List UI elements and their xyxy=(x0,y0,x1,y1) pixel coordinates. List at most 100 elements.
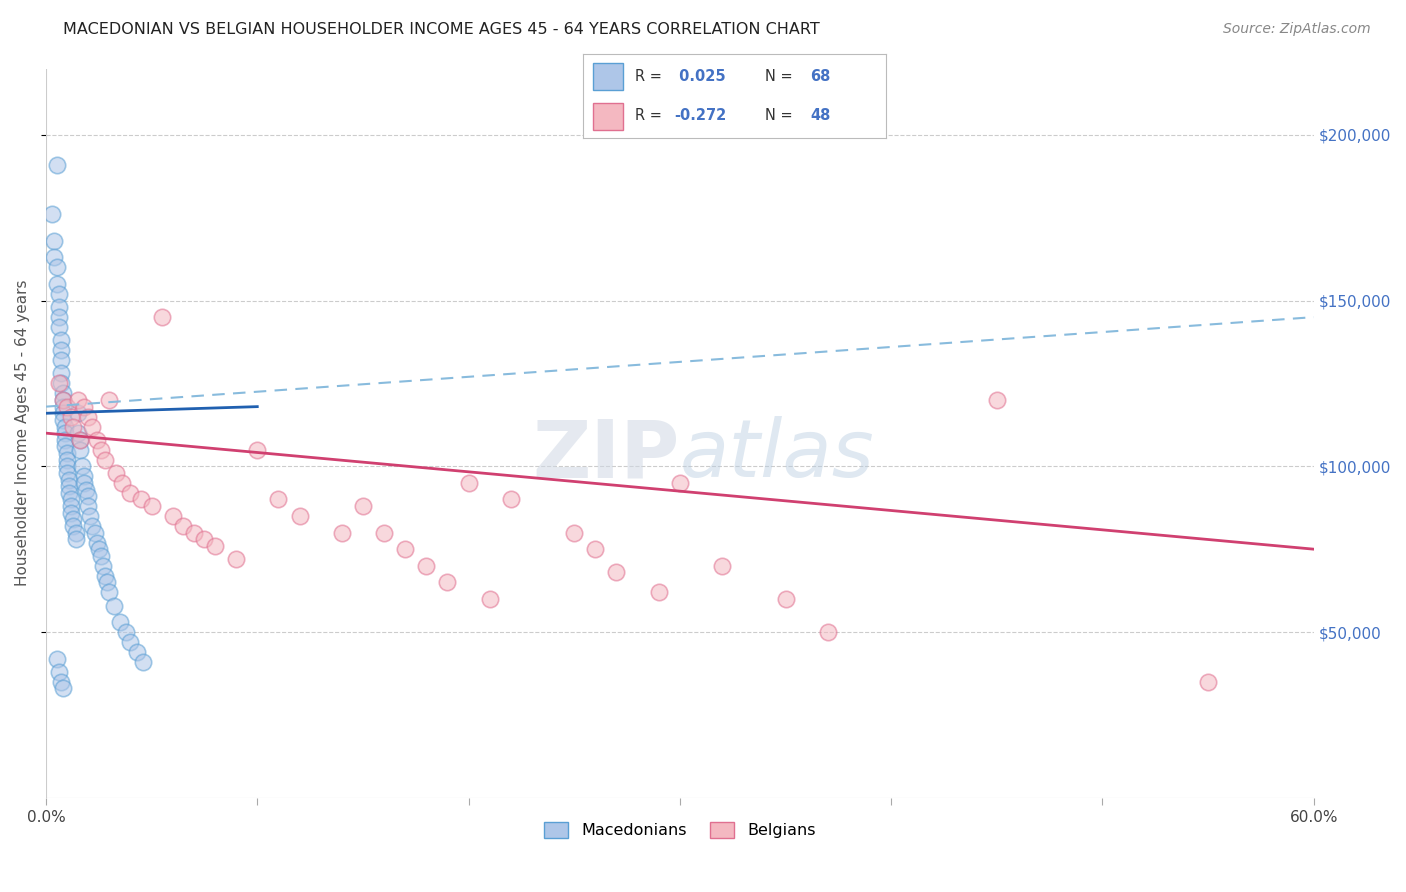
Point xyxy=(65,525,87,540)
Point xyxy=(415,558,437,573)
Point xyxy=(56,466,79,480)
Bar xyxy=(592,103,623,130)
Point xyxy=(150,310,173,325)
Text: R =: R = xyxy=(636,69,666,84)
Point xyxy=(129,492,152,507)
Point xyxy=(48,287,70,301)
Point xyxy=(60,409,83,424)
Text: 68: 68 xyxy=(810,69,831,84)
Point xyxy=(58,473,80,487)
Point xyxy=(73,400,96,414)
Y-axis label: Householder Income Ages 45 - 64 years: Householder Income Ages 45 - 64 years xyxy=(15,280,30,586)
Point xyxy=(583,542,606,557)
Point xyxy=(56,446,79,460)
Point xyxy=(56,452,79,467)
Point xyxy=(669,475,692,490)
Point xyxy=(83,525,105,540)
Point xyxy=(48,376,70,391)
Point xyxy=(98,392,121,407)
Point xyxy=(172,519,194,533)
Point xyxy=(605,566,627,580)
Point xyxy=(66,426,89,441)
Text: R =: R = xyxy=(636,108,666,123)
Point xyxy=(193,533,215,547)
Point xyxy=(478,591,501,606)
Point xyxy=(49,367,72,381)
Point xyxy=(94,452,117,467)
Point xyxy=(115,625,138,640)
Point xyxy=(52,413,75,427)
Point xyxy=(125,645,148,659)
Point xyxy=(66,406,89,420)
Text: -0.272: -0.272 xyxy=(675,108,727,123)
Point xyxy=(48,310,70,325)
Point xyxy=(111,475,134,490)
Point xyxy=(45,260,67,275)
Point xyxy=(44,234,66,248)
Point xyxy=(53,439,76,453)
Point xyxy=(330,525,353,540)
Point xyxy=(183,525,205,540)
Point xyxy=(56,459,79,474)
Text: 48: 48 xyxy=(810,108,831,123)
Point xyxy=(141,499,163,513)
Point xyxy=(45,158,67,172)
Point xyxy=(91,558,114,573)
Point xyxy=(204,539,226,553)
Point xyxy=(62,519,84,533)
Point xyxy=(53,419,76,434)
Point xyxy=(82,519,104,533)
Point xyxy=(288,509,311,524)
Point xyxy=(69,442,91,457)
Point xyxy=(45,651,67,665)
Point xyxy=(77,409,100,424)
Point xyxy=(986,392,1008,407)
Text: Source: ZipAtlas.com: Source: ZipAtlas.com xyxy=(1223,22,1371,37)
Text: atlas: atlas xyxy=(681,416,875,494)
Point xyxy=(60,506,83,520)
Point xyxy=(648,585,671,599)
Point xyxy=(58,485,80,500)
Point xyxy=(86,535,108,549)
Point xyxy=(49,353,72,368)
Point xyxy=(132,655,155,669)
Point xyxy=(73,475,96,490)
Point xyxy=(108,615,131,629)
Point xyxy=(775,591,797,606)
Text: 0.025: 0.025 xyxy=(675,69,725,84)
Point xyxy=(120,485,142,500)
Point xyxy=(49,674,72,689)
Point xyxy=(48,300,70,314)
Point xyxy=(96,575,118,590)
Point xyxy=(373,525,395,540)
Point xyxy=(62,419,84,434)
Point xyxy=(436,575,458,590)
Point xyxy=(90,549,112,563)
Point xyxy=(86,433,108,447)
Point xyxy=(162,509,184,524)
Text: ZIP: ZIP xyxy=(533,416,681,494)
Point xyxy=(817,625,839,640)
Point xyxy=(77,499,100,513)
Point xyxy=(48,320,70,334)
Point xyxy=(82,419,104,434)
Point xyxy=(120,635,142,649)
Point xyxy=(103,599,125,613)
Point xyxy=(52,392,75,407)
Point xyxy=(66,392,89,407)
Point xyxy=(52,406,75,420)
Text: MACEDONIAN VS BELGIAN HOUSEHOLDER INCOME AGES 45 - 64 YEARS CORRELATION CHART: MACEDONIAN VS BELGIAN HOUSEHOLDER INCOME… xyxy=(63,22,820,37)
Point xyxy=(60,499,83,513)
Point xyxy=(49,376,72,391)
Point xyxy=(711,558,734,573)
Point xyxy=(104,466,127,480)
Point xyxy=(267,492,290,507)
Text: N =: N = xyxy=(765,69,797,84)
Point xyxy=(394,542,416,557)
Point xyxy=(225,552,247,566)
Point xyxy=(53,426,76,441)
Point xyxy=(246,442,269,457)
Point xyxy=(65,533,87,547)
Point xyxy=(457,475,479,490)
Point xyxy=(58,479,80,493)
